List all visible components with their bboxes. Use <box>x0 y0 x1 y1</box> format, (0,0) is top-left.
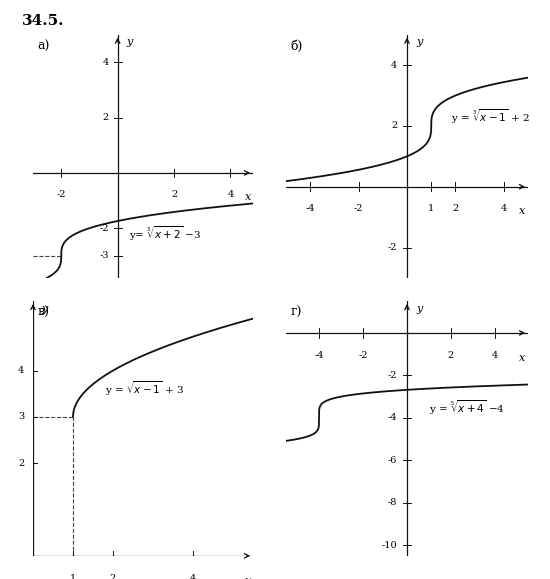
Text: -2: -2 <box>388 243 397 252</box>
Text: x: x <box>245 192 251 203</box>
Text: 4: 4 <box>102 58 109 67</box>
Text: x: x <box>245 576 251 579</box>
Text: y: y <box>42 303 48 314</box>
Text: 2: 2 <box>448 351 454 360</box>
Text: -2: -2 <box>388 371 397 380</box>
Text: -2: -2 <box>100 223 109 233</box>
Text: 2: 2 <box>102 113 109 122</box>
Text: x: x <box>519 206 526 216</box>
Text: 4: 4 <box>18 366 24 375</box>
Text: -10: -10 <box>382 541 397 549</box>
Text: а): а) <box>37 39 50 53</box>
Text: 2: 2 <box>391 122 397 130</box>
Text: 4: 4 <box>190 574 196 579</box>
Text: -4: -4 <box>388 413 397 422</box>
Text: -6: -6 <box>388 456 397 465</box>
Text: y= $\sqrt[3]{x+2}$ −3: y= $\sqrt[3]{x+2}$ −3 <box>129 225 201 243</box>
Text: 4: 4 <box>492 351 498 360</box>
Text: y: y <box>417 37 423 47</box>
Text: 2: 2 <box>18 459 24 468</box>
Text: в): в) <box>37 306 50 319</box>
Text: y: y <box>126 37 133 47</box>
Text: г): г) <box>291 306 302 319</box>
Text: 2: 2 <box>110 574 116 579</box>
Text: 34.5.: 34.5. <box>22 14 64 28</box>
Text: 2: 2 <box>452 204 459 212</box>
Text: -2: -2 <box>358 351 368 360</box>
Text: y = $\sqrt{x-1}$ + 3: y = $\sqrt{x-1}$ + 3 <box>105 380 184 398</box>
Text: -4: -4 <box>305 204 315 212</box>
Text: 3: 3 <box>18 412 24 422</box>
Text: -4: -4 <box>314 351 324 360</box>
Text: 4: 4 <box>391 61 397 69</box>
Text: y: y <box>417 303 423 314</box>
Text: -8: -8 <box>388 499 397 507</box>
Text: y = $\sqrt[3]{x-1}$ + 2: y = $\sqrt[3]{x-1}$ + 2 <box>450 108 529 126</box>
Text: y = $\sqrt[5]{x+4}$ −4: y = $\sqrt[5]{x+4}$ −4 <box>429 398 505 416</box>
Text: 1: 1 <box>428 204 435 212</box>
Text: -2: -2 <box>57 190 66 199</box>
Text: x: x <box>519 353 526 363</box>
Text: -2: -2 <box>354 204 364 212</box>
Text: -3: -3 <box>100 251 109 261</box>
Text: 4: 4 <box>227 190 234 199</box>
Text: б): б) <box>291 39 303 53</box>
Text: 1: 1 <box>70 574 76 579</box>
Text: 2: 2 <box>171 190 177 199</box>
Text: 4: 4 <box>500 204 507 212</box>
